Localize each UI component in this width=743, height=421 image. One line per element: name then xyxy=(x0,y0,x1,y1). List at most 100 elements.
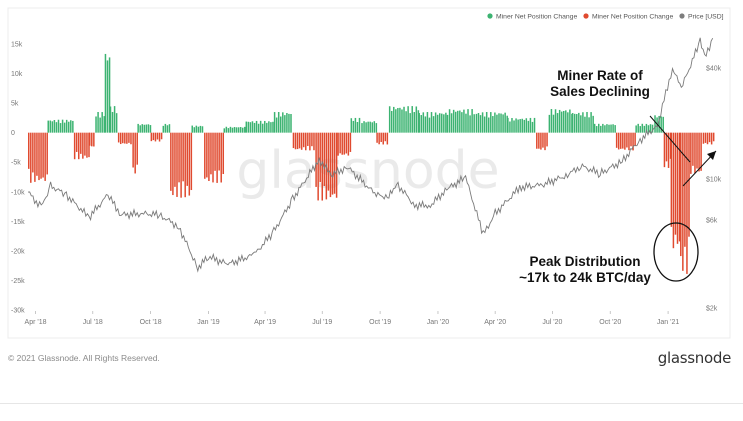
net-position-bar xyxy=(174,132,176,187)
net-position-bar xyxy=(188,132,191,196)
y-right-tick-label: $40k xyxy=(706,66,722,73)
axes: 15k 10k 5k 0 -5k -10k -15k -20k -25k -30k $40k $10k… xyxy=(11,42,722,327)
net-position-bar xyxy=(296,132,299,150)
net-position-bar xyxy=(371,122,373,133)
net-position-bar xyxy=(678,132,681,242)
net-position-bar xyxy=(88,132,91,146)
net-position-bar xyxy=(538,132,540,149)
net-position-bar xyxy=(57,119,60,133)
net-position-bar xyxy=(662,116,664,133)
net-position-bar xyxy=(610,124,612,133)
net-position-bar xyxy=(288,113,290,133)
net-position-bar xyxy=(533,117,536,133)
watermark: glassnode xyxy=(236,141,499,201)
net-position-bar xyxy=(106,60,109,133)
net-position-bar xyxy=(584,116,586,133)
net-position-bar xyxy=(32,132,34,173)
net-position-bar xyxy=(190,132,193,191)
net-position-bar xyxy=(257,123,260,133)
net-position-bar xyxy=(358,117,361,133)
net-position-bar xyxy=(542,132,544,148)
net-position-bar xyxy=(237,127,240,133)
net-position-bar xyxy=(147,124,150,133)
net-position-bar xyxy=(578,112,580,133)
net-position-bar xyxy=(521,118,523,133)
net-position-bar xyxy=(132,132,134,168)
net-position-bar xyxy=(517,119,519,133)
net-position-bar xyxy=(393,106,395,133)
net-position-bar xyxy=(247,121,250,133)
net-position-bar xyxy=(137,123,139,133)
net-position-bar xyxy=(229,126,232,133)
net-position-bar xyxy=(59,123,62,133)
net-position-bar xyxy=(496,114,498,133)
net-position-bar xyxy=(99,117,101,133)
net-position-bar xyxy=(550,109,553,133)
net-position-bar xyxy=(220,132,222,183)
net-position-bar xyxy=(239,127,242,133)
annotation-circle xyxy=(653,222,699,282)
net-position-bar xyxy=(49,120,52,133)
net-position-bar xyxy=(430,112,433,133)
net-position-bar xyxy=(164,123,167,133)
net-position-bar xyxy=(418,113,420,133)
annotations: Miner Rate of Sales Declining Peak Distrib… xyxy=(519,68,717,285)
net-position-bar xyxy=(115,113,118,133)
net-position-bar xyxy=(422,112,425,133)
net-position-bar xyxy=(407,106,409,133)
net-position-bar xyxy=(363,121,365,133)
y-left-tick-label: -25k xyxy=(11,278,25,285)
net-position-bar xyxy=(635,125,637,133)
net-position-bar xyxy=(356,122,359,133)
net-position-bar xyxy=(30,132,32,183)
net-position-bar xyxy=(692,132,694,166)
net-position-bar xyxy=(272,121,274,133)
net-position-bar xyxy=(180,132,182,198)
net-position-bar xyxy=(166,125,169,133)
copyright-text: © 2021 Glassnode. All Rights Reserved. xyxy=(8,353,160,363)
y-left-tick-label: -30k xyxy=(11,308,25,315)
net-position-bar xyxy=(253,122,256,133)
x-tick-label: Jan '21 xyxy=(657,319,679,326)
net-position-bar xyxy=(227,128,230,133)
net-position-bar xyxy=(498,113,500,133)
net-position-bar xyxy=(452,109,455,133)
net-position-bar xyxy=(624,132,626,150)
net-position-bar xyxy=(694,132,696,174)
net-position-bar xyxy=(667,132,670,168)
net-position-bar xyxy=(483,116,486,133)
net-position-bar xyxy=(500,113,502,133)
net-position-bar xyxy=(184,132,186,198)
net-position-bar xyxy=(511,118,513,133)
net-position-bar xyxy=(249,122,252,133)
net-position-bar xyxy=(390,110,393,133)
net-position-bar xyxy=(461,112,463,133)
net-position-bar xyxy=(36,132,38,176)
net-position-bar xyxy=(602,123,604,133)
net-position-bar xyxy=(556,113,559,133)
net-position-bar xyxy=(305,132,307,151)
net-position-bar xyxy=(365,122,367,133)
net-position-bar xyxy=(294,132,297,150)
net-position-bar xyxy=(266,122,268,133)
net-position-bar xyxy=(277,112,280,133)
net-position-bar xyxy=(156,132,159,140)
net-position-bar xyxy=(494,112,496,133)
net-position-bar xyxy=(178,132,180,183)
x-tick-label: Oct '18 xyxy=(140,319,162,326)
net-position-bar xyxy=(698,132,700,172)
net-position-bar xyxy=(65,119,68,133)
net-position-bar xyxy=(34,132,36,182)
net-position-bar xyxy=(134,132,136,174)
net-position-bar xyxy=(225,126,228,133)
net-position-bar xyxy=(663,132,666,168)
net-position-bar xyxy=(604,125,606,133)
net-position-bar xyxy=(424,116,427,133)
net-position-bar xyxy=(696,132,698,169)
net-position-bar xyxy=(622,132,624,149)
net-position-bars xyxy=(28,53,715,274)
net-position-bar xyxy=(286,113,288,133)
net-position-bar xyxy=(73,132,76,160)
net-position-bar xyxy=(206,132,208,178)
net-position-bar xyxy=(710,132,713,145)
